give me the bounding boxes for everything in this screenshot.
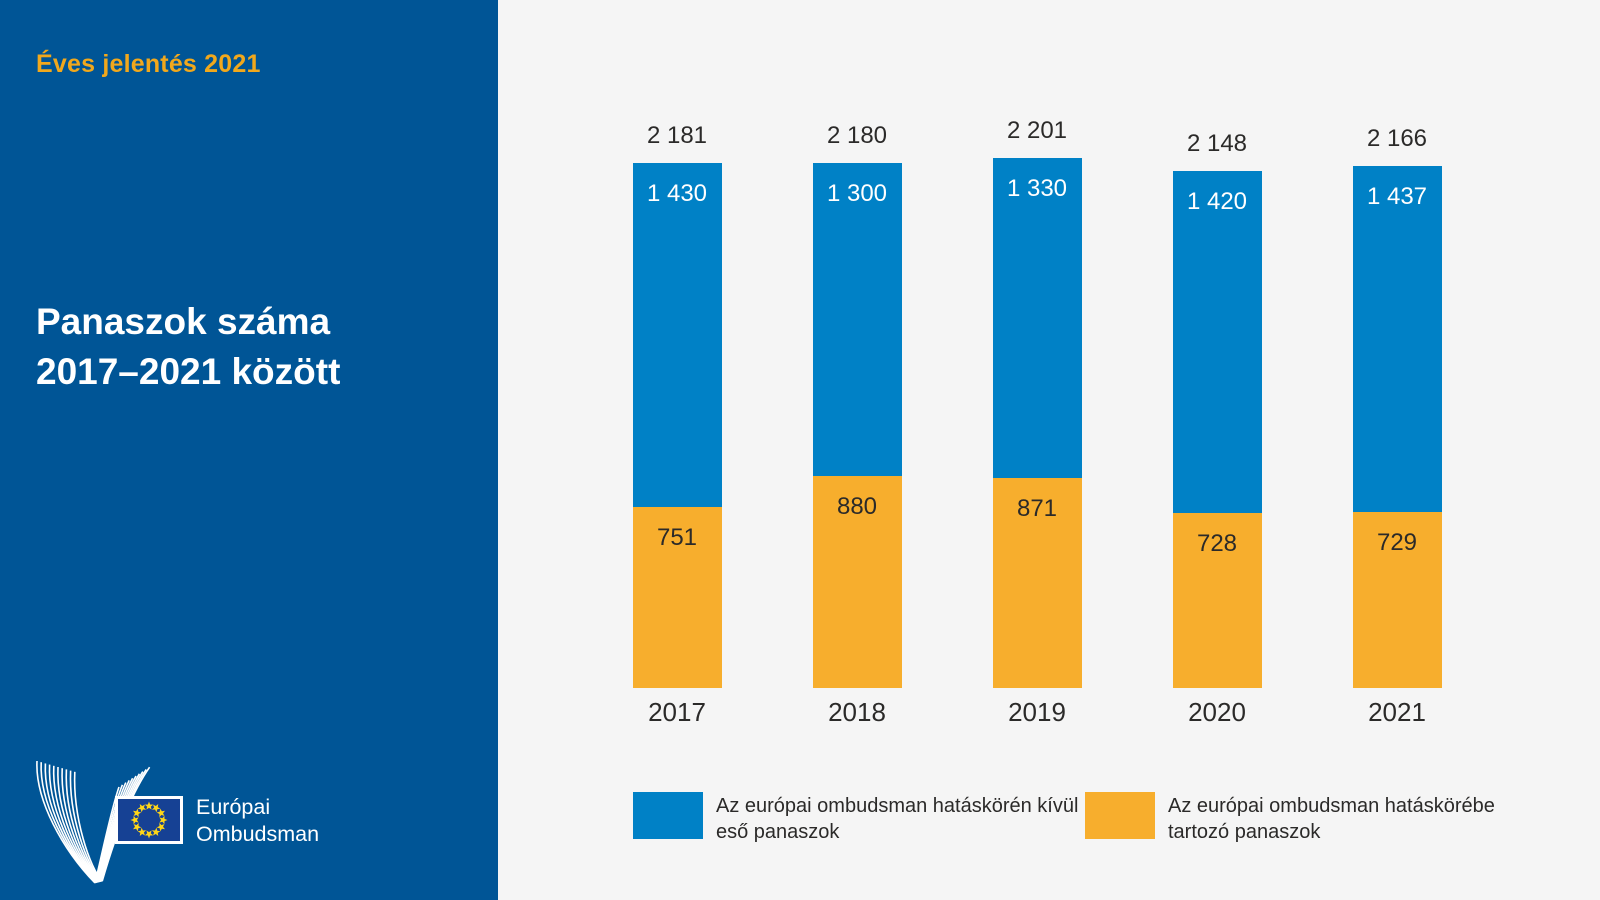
bar-segment-within-mandate: 728	[1172, 513, 1262, 688]
org-name-line2: Ombudsman	[196, 822, 320, 846]
bar-segment-outside-mandate: 1 300	[812, 163, 902, 476]
bar-value-label: 1 420	[1186, 188, 1248, 215]
bar-stack-2018: 1 300 880	[812, 163, 902, 688]
legend-swatch-orange	[1085, 792, 1155, 839]
bar-column-2021: 2 166 1 437 729 2021	[1307, 117, 1487, 728]
bar-total-label: 2 148	[1186, 130, 1248, 157]
bar-value-label: 880	[836, 493, 878, 520]
bar-column-2020: 2 148 1 420 728 2020	[1127, 117, 1307, 728]
bar-segment-outside-mandate: 1 430	[632, 163, 722, 507]
bar-segment-within-mandate: 880	[812, 476, 902, 688]
bar-column-2017: 2 181 1 430 751 2017	[587, 117, 767, 728]
page-title-line2: 2017–2021 között	[36, 350, 341, 392]
bar-total-label: 2 180	[826, 122, 888, 149]
legend-item-out-of-mandate: Az európai ombudsman hatáskörén kívül es…	[633, 792, 1078, 845]
legend-label: Az európai ombudsman hatáskörébe tartozó…	[1168, 795, 1495, 843]
bar-total-label: 2 201	[1006, 117, 1068, 144]
bar-value-label: 728	[1196, 530, 1238, 557]
bar-column-2018: 2 180 1 300 880 2018	[767, 117, 947, 728]
eu-flag-icon	[115, 796, 183, 844]
year-label-2019: 2019	[1008, 697, 1066, 727]
legend-item-within-mandate: Az európai ombudsman hatáskörébe tartozó…	[1085, 792, 1495, 845]
year-label-2021: 2021	[1368, 697, 1426, 727]
year-label-2018: 2018	[828, 697, 886, 727]
sidebar: Éves jelentés 2021 Panaszok száma 2017–2…	[0, 0, 498, 900]
ombudsman-logo: Európai Ombudsman	[33, 755, 463, 892]
year-label-2020: 2020	[1188, 697, 1246, 727]
bar-column-2019: 2 201 1 330 871 2019	[947, 117, 1127, 728]
year-label-2017: 2017	[648, 697, 706, 727]
bar-segment-outside-mandate: 1 437	[1352, 166, 1442, 512]
legend-swatch-blue	[633, 792, 703, 839]
bar-segment-outside-mandate: 1 330	[992, 158, 1082, 478]
bar-stack-2020: 1 420 728	[1172, 171, 1262, 688]
bar-segment-within-mandate: 729	[1352, 512, 1442, 688]
org-name: Európai Ombudsman	[196, 794, 319, 848]
bars-row: 2 181 1 430 751 2017 2 180 1 300 880 2018 2 201 1…	[587, 117, 1487, 728]
bar-value-label: 1 430	[646, 180, 708, 207]
legend-label: Az európai ombudsman hatáskörén kívül es…	[716, 795, 1079, 843]
bar-value-label: 751	[656, 524, 698, 551]
org-name-line1: Európai	[196, 795, 271, 819]
bar-stack-2019: 1 330 871	[992, 158, 1082, 688]
bar-value-label: 1 437	[1366, 183, 1428, 210]
bar-stack-2017: 1 430 751	[632, 163, 722, 688]
bar-stack-2021: 1 437 729	[1352, 166, 1442, 688]
bar-segment-within-mandate: 871	[992, 478, 1082, 688]
chart-panel: 2 181 1 430 751 2017 2 180 1 300 880 2018 2 201 1…	[498, 0, 1600, 900]
bar-value-label: 729	[1376, 529, 1418, 556]
page-title: Panaszok száma 2017–2021 között	[36, 297, 340, 397]
bar-value-label: 1 300	[826, 180, 888, 207]
bar-segment-within-mandate: 751	[632, 507, 722, 688]
bar-total-label: 2 166	[1366, 125, 1428, 152]
bar-value-label: 1 330	[1006, 175, 1068, 202]
report-label: Éves jelentés 2021	[36, 50, 261, 78]
bar-total-label: 2 181	[646, 122, 708, 149]
page-title-line1: Panaszok száma	[36, 301, 331, 342]
bar-value-label: 871	[1016, 495, 1058, 522]
bar-segment-outside-mandate: 1 420	[1172, 171, 1262, 513]
